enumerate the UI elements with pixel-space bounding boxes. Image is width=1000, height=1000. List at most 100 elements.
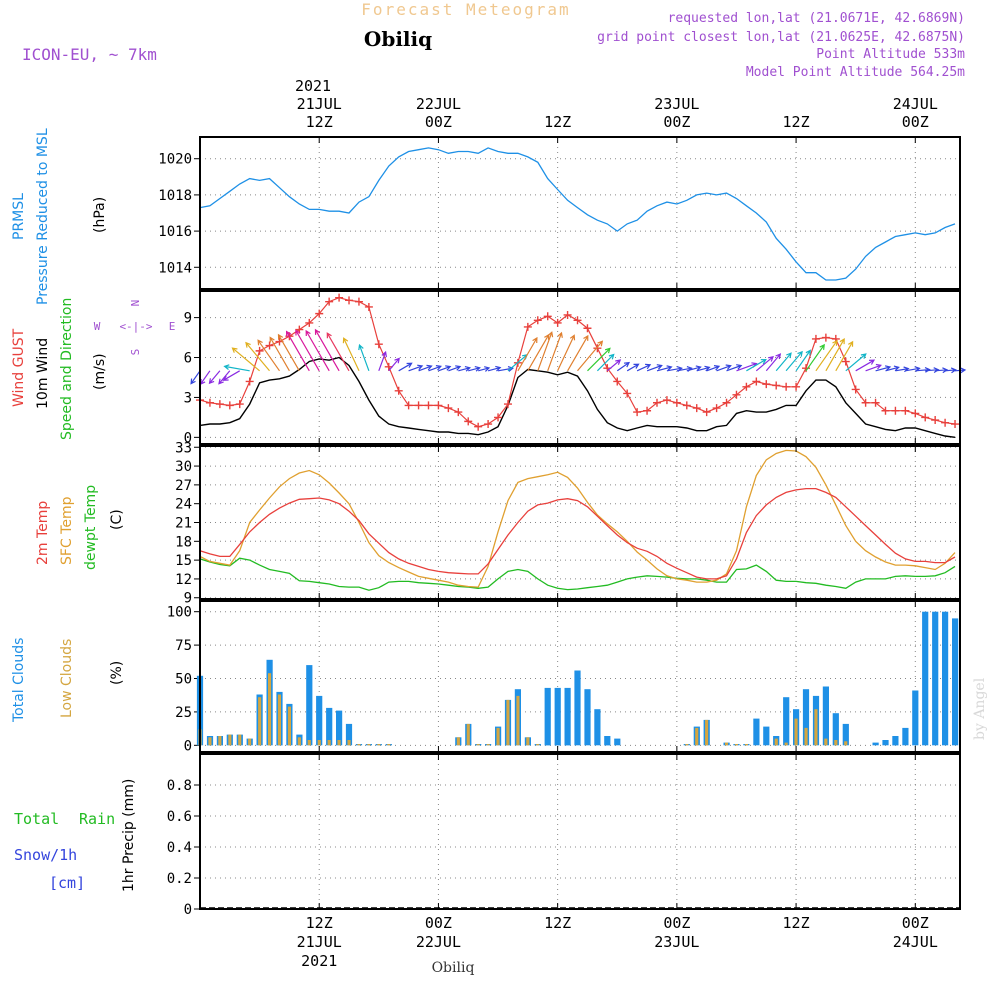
wind-speed-dir-label: Speed and Direction — [59, 298, 75, 440]
gust-marker — [802, 364, 811, 373]
low-cloud-bar — [734, 744, 738, 746]
gust-marker — [851, 385, 860, 394]
low-cloud-bar — [277, 694, 281, 746]
model-altitude: Model Point Altitude 564.25m — [746, 65, 965, 80]
precip-panel: 0 0.2 0.4 0.6 0.8 — [167, 753, 961, 918]
wind-direction-arrow — [342, 337, 360, 372]
wind-direction-arrow — [935, 367, 949, 374]
low-cloud-bar — [248, 738, 252, 746]
chart-title: Forecast Meteogram — [361, 0, 570, 19]
dewpoint-line — [199, 557, 956, 591]
precip-legend-rain: Rain — [79, 810, 115, 828]
low-cloud-bar — [367, 744, 371, 746]
wind-direction-arrow — [945, 367, 957, 374]
low-cloud-bar — [228, 734, 232, 746]
low-cloud-bar — [208, 737, 212, 746]
wind-direction-arrow — [314, 328, 340, 372]
low-cloud-bar — [496, 727, 500, 746]
gust-marker — [682, 401, 691, 410]
gust-marker — [732, 390, 741, 399]
low-cloud-bar — [357, 744, 361, 746]
y-tick-label: 100 — [167, 605, 192, 621]
wind-speed-line — [199, 356, 956, 438]
temp-2m-label: 2m Temp — [35, 501, 51, 565]
total-cloud-bar — [326, 707, 333, 746]
gust-marker — [503, 400, 512, 409]
bottom-hour-label: 12Z — [544, 914, 571, 932]
compass-rose: N W <-|-> E S — [94, 300, 176, 356]
y-tick-label: 0.2 — [167, 871, 192, 887]
bottom-day-label: 22JUL — [416, 933, 461, 951]
gust-marker — [811, 334, 820, 343]
total-cloud-bar — [822, 686, 829, 746]
y-tick-label: 18 — [175, 534, 192, 550]
low-cloud-bar — [506, 699, 510, 746]
gust-marker — [821, 333, 830, 342]
low-cloud-bar — [238, 734, 242, 746]
prmsl-label: PRMSL — [11, 193, 27, 240]
y-tick-label: 15 — [175, 553, 192, 569]
gust-marker — [245, 377, 254, 386]
wind-direction-arrow — [855, 359, 876, 372]
low-cloud-bar — [685, 744, 689, 746]
wind-direction-arrow — [875, 365, 892, 372]
wind-gust-label: Wind GUST — [11, 328, 27, 407]
wind-direction-arrow — [218, 370, 231, 385]
wind-direction-arrow — [378, 350, 387, 372]
compass-south: S — [129, 349, 142, 356]
y-tick-label: 0.6 — [167, 809, 192, 825]
total-cloud-bar — [802, 689, 810, 746]
pressure-panel: 1014 1016 1018 1020 — [158, 136, 961, 290]
gust-marker — [374, 340, 383, 349]
gust-marker — [414, 401, 423, 410]
low-cloud-bar — [844, 741, 848, 746]
gust-marker — [623, 389, 632, 398]
gust-marker — [941, 418, 950, 427]
y-tick-label: 6 — [184, 351, 192, 367]
wind-direction-arrow — [925, 367, 940, 373]
top-day-label: 22JUL — [416, 95, 461, 113]
precip-axis-label: 1hr Precip (mm) — [121, 779, 137, 892]
wind-direction-arrow — [577, 340, 604, 372]
total-cloud-bar — [554, 687, 561, 746]
temp-sfc-label: SFC Temp — [59, 496, 75, 565]
model-name: ICON-EU, ~ 7km — [22, 45, 157, 64]
top-day-label: 24JUL — [893, 95, 938, 113]
total-cloud-bar — [842, 723, 849, 746]
gust-marker — [484, 420, 493, 429]
y-tick-label: 30 — [175, 459, 192, 475]
wind-direction-arrow — [706, 365, 721, 372]
low-cloud-bar — [834, 740, 838, 746]
gust-marker — [921, 413, 930, 422]
total-cloud-bar — [783, 697, 790, 746]
wind-direction-arrow — [587, 347, 611, 372]
station-name: Obiliq — [364, 27, 432, 51]
y-tick-label: 0 — [184, 902, 192, 918]
bottom-day-label: 24JUL — [893, 933, 938, 951]
total-cloud-bar — [892, 736, 899, 746]
precip-legend-snow: Snow/1h — [14, 846, 77, 864]
y-tick-label: 0.4 — [167, 840, 192, 856]
gust-marker — [792, 382, 801, 391]
compass-north: N — [129, 300, 142, 307]
total-cloud-bar — [882, 740, 889, 746]
panel-border — [199, 753, 961, 910]
y-tick-label: 0 — [184, 430, 192, 446]
low-cloud-bar — [744, 744, 748, 746]
total-cloud-bar — [316, 695, 323, 746]
low-cloud-bar — [695, 727, 699, 746]
y-tick-label: 75 — [175, 638, 192, 654]
total-cloud-bar — [336, 710, 343, 746]
total-cloud-bar — [564, 687, 571, 746]
wind-direction-arrow — [835, 340, 854, 372]
wind-direction-arrow — [567, 334, 589, 372]
gust-marker — [563, 310, 572, 319]
gust-marker — [494, 413, 503, 422]
gust-marker — [583, 324, 592, 333]
low-cloud-bar — [725, 742, 729, 746]
low-cloud-bar — [258, 697, 262, 746]
gust-marker — [881, 406, 890, 415]
hpa-unit-label: (hPa) — [92, 197, 108, 233]
low-cloud-bar — [705, 719, 709, 746]
